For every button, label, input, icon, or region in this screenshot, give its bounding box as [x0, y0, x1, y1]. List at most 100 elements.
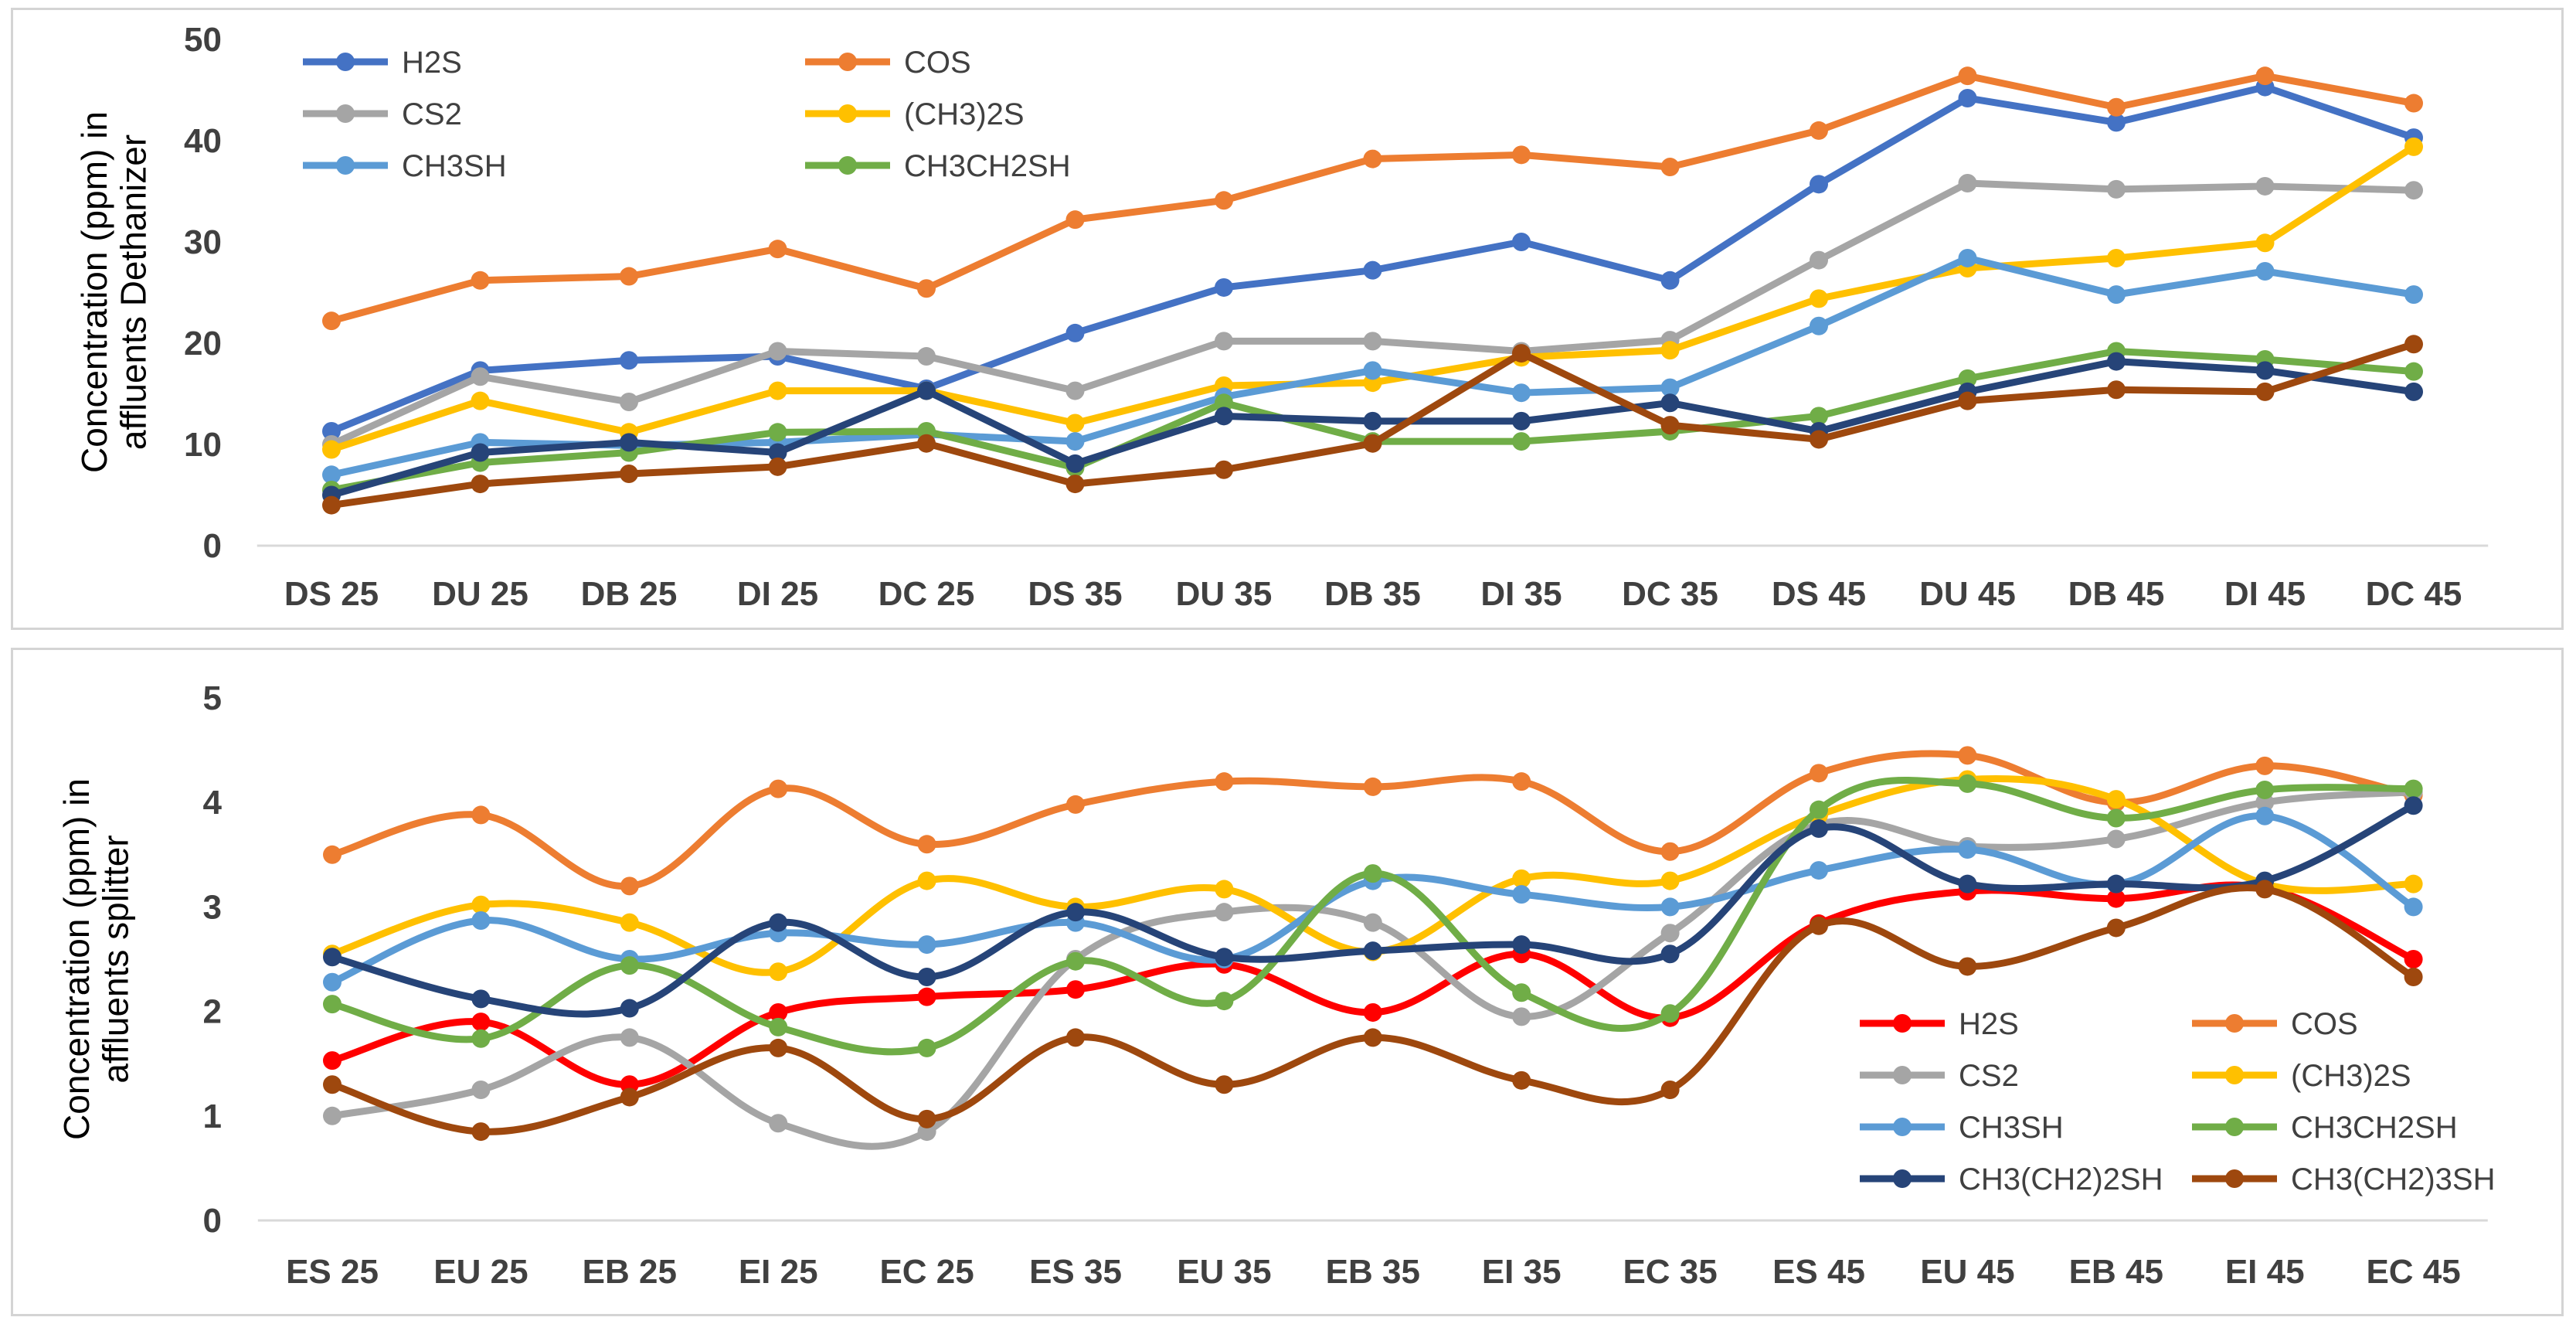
data-point-h2s [1363, 1002, 1382, 1022]
data-point-cos [1066, 795, 1085, 814]
series-cs2 [322, 174, 2423, 454]
splitter-chart: Concentration (ppm) inaffluents splitter… [56, 679, 2496, 1291]
y-tick-label: 2 [203, 993, 222, 1031]
data-point-cs2 [917, 347, 936, 366]
data-point-ch3-ch2-2sh [1066, 903, 1085, 922]
data-point-cs2 [2255, 176, 2275, 196]
data-point-ch3-ch2-2sh [768, 443, 787, 462]
data-point-ch3-ch2-3sh [1512, 344, 1531, 363]
legend-item-cs2: CS2 [303, 97, 462, 131]
x-tick-label: DC 35 [1622, 575, 1718, 613]
x-tick-label: DC 45 [2366, 575, 2462, 613]
data-point-ch3ch2sh [1512, 983, 1531, 1002]
data-point-h2s [2106, 889, 2126, 908]
data-point-ch3-ch2-3sh [2106, 918, 2126, 938]
legend-label: CH3(CH2)3SH [2291, 1162, 2496, 1196]
legend-label: CS2 [402, 97, 462, 131]
legend-label: (CH3)2S [904, 97, 1025, 131]
x-tick-label: EB 25 [583, 1253, 677, 1291]
data-point-ch3ch2sh [2106, 808, 2126, 828]
data-point-cos [323, 845, 342, 864]
y-tick-label: 4 [203, 784, 223, 822]
data-point-ch3-ch2-3sh [1958, 957, 1977, 976]
data-point-ch3-ch2-2sh [1363, 941, 1382, 961]
data-point-cos [2107, 97, 2126, 117]
legend-label: CH3SH [402, 149, 507, 183]
legend-item-ch3-ch2-2sh: CH3(CH2)2SH [1860, 1162, 2163, 1196]
data-point-ch3-ch2-3sh [620, 464, 638, 483]
data-point-cos [1215, 191, 1233, 210]
data-point-ch3ch2sh [1363, 864, 1382, 883]
dethanizer-chart-panel: Concentration (ppm) inaffluents Dethaniz… [11, 8, 2564, 630]
legend-swatch-marker [838, 53, 857, 71]
data-point-ch3-ch2-2sh [1215, 948, 1234, 967]
legend-label: H2S [1959, 1007, 2019, 1041]
data-point-ch3ch2sh [1215, 393, 1233, 413]
data-point-ch3sh [1512, 383, 1531, 403]
legend-item-ch3-2s: (CH3)2S [2192, 1059, 2411, 1093]
legend-swatch-marker [838, 156, 857, 175]
data-point-cs2 [1810, 250, 1828, 270]
data-point-ch3-2s [768, 381, 787, 400]
y-tick-label: 5 [203, 679, 222, 717]
data-point-h2s [1065, 323, 1085, 342]
data-point-cs2 [1958, 174, 1977, 193]
data-point-ch3sh [322, 465, 341, 485]
data-point-h2s [2107, 113, 2126, 132]
series-cos [322, 66, 2423, 331]
data-point-ch3ch2sh [1512, 432, 1531, 451]
data-point-ch3-ch2-2sh [471, 989, 491, 1009]
data-point-h2s [1512, 233, 1531, 251]
data-point-ch3sh [917, 935, 936, 955]
data-point-ch3-2s [1065, 414, 1085, 433]
legend-label: CS2 [1959, 1059, 2019, 1093]
data-point-ch3-2s [1215, 880, 1234, 899]
data-point-cos [1363, 777, 1382, 796]
data-point-ch3ch2sh [1066, 951, 1085, 971]
data-point-ch3-ch2-3sh [2255, 880, 2275, 899]
series-line-ch3-2s [328, 143, 2418, 454]
data-point-cs2 [471, 1081, 491, 1099]
series-ch3-ch2-3sh [322, 335, 2423, 515]
data-point-ch3-2s [2107, 248, 2126, 267]
data-point-ch3-2s [769, 962, 788, 982]
data-point-cos [1512, 772, 1531, 791]
legend-item-ch3ch2sh: CH3CH2SH [2192, 1111, 2458, 1145]
data-point-ch3sh [1958, 840, 1977, 859]
data-point-cos [1660, 158, 1680, 177]
data-point-h2s [620, 351, 638, 370]
legend-item-cs2: CS2 [1860, 1059, 2019, 1093]
y-tick-label: 40 [184, 122, 222, 160]
data-point-cos [471, 271, 490, 290]
data-point-ch3-ch2-3sh [322, 495, 341, 515]
legend-item-h2s: H2S [1860, 1007, 2019, 1041]
legend-swatch-marker [336, 104, 355, 123]
data-point-cos [322, 311, 341, 331]
y-tick-label: 20 [184, 325, 222, 362]
data-point-ch3-ch2-2sh [1065, 454, 1085, 473]
data-point-cos [620, 876, 639, 896]
data-point-cs2 [1215, 332, 1233, 351]
data-point-cos [1363, 149, 1382, 168]
series-ch3-ch2-3sh [323, 880, 2423, 1142]
data-point-h2s [2404, 950, 2423, 968]
data-point-cos [2255, 66, 2275, 86]
data-point-ch3-2s [1660, 341, 1680, 360]
data-point-cos [620, 267, 638, 286]
data-point-ch3-ch2-2sh [1512, 935, 1531, 955]
legend-label: COS [904, 46, 971, 80]
x-tick-label: EI 35 [1482, 1253, 1562, 1291]
data-point-ch3-ch2-3sh [1660, 1081, 1680, 1099]
data-point-ch3-ch2-2sh [1810, 819, 1828, 838]
data-point-ch3ch2sh [1660, 1004, 1680, 1023]
data-point-cos [1660, 842, 1680, 861]
data-point-ch3sh [2404, 897, 2423, 917]
data-point-h2s [1066, 980, 1085, 999]
data-point-ch3-ch2-3sh [2107, 380, 2126, 400]
data-point-ch3-ch2-2sh [323, 948, 342, 967]
legend-item-cos: COS [2192, 1007, 2358, 1041]
data-point-ch3-ch2-2sh [471, 443, 490, 462]
legend-swatch-marker [336, 156, 355, 175]
x-tick-label: DU 25 [432, 575, 528, 613]
legend-swatch-marker [1893, 1169, 1912, 1188]
